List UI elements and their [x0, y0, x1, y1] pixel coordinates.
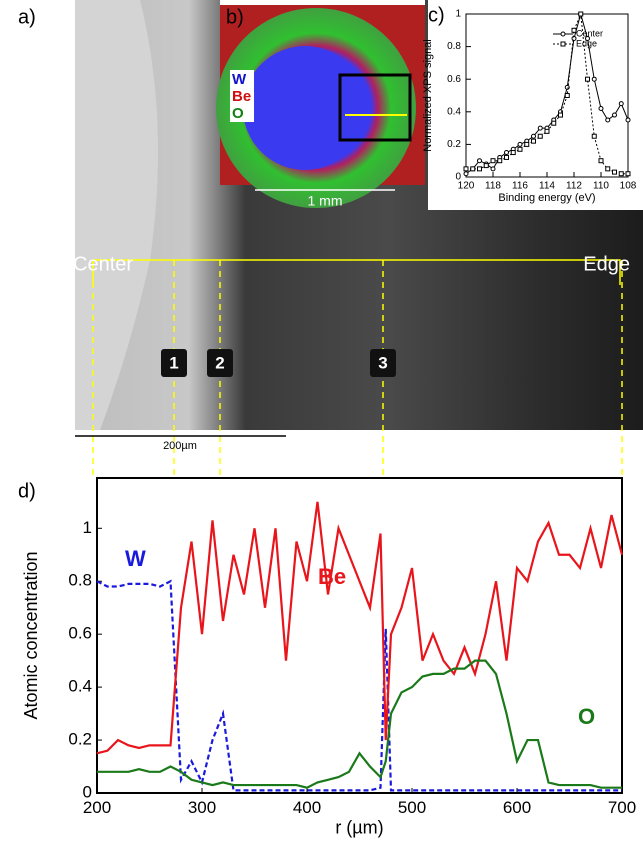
x-tick-label: 400 — [293, 798, 321, 817]
point — [619, 172, 623, 176]
point — [525, 142, 529, 146]
x-axis-label: r (µm) — [335, 817, 383, 837]
point — [559, 113, 563, 117]
point — [613, 113, 617, 117]
point — [545, 129, 549, 133]
point — [532, 134, 536, 138]
map-label: Be — [232, 88, 251, 105]
point — [532, 139, 536, 143]
center-label: Center — [73, 253, 133, 275]
panel-label: c) — [428, 4, 445, 26]
series-label: Be — [318, 564, 346, 589]
figure: 1 mm a) b) c) d) Center Edge 200µm WBeO1… — [0, 0, 643, 854]
plot-frame — [97, 478, 622, 793]
y-tick-label: 0.4 — [68, 677, 92, 696]
y-tick-label: 0.6 — [68, 624, 92, 643]
map-core — [243, 46, 367, 170]
edge-label: Edge — [583, 253, 630, 275]
x-tick-label: 500 — [398, 798, 426, 817]
point — [505, 155, 509, 159]
point — [606, 118, 610, 122]
point — [518, 142, 522, 146]
point — [586, 77, 590, 81]
point — [565, 94, 569, 98]
y-tick-label: 0.6 — [447, 74, 461, 85]
panel-label: b) — [226, 6, 244, 28]
point — [619, 102, 623, 106]
point — [491, 159, 495, 163]
series-label: O — [578, 704, 595, 729]
point — [478, 167, 482, 171]
point — [565, 85, 569, 89]
legend-marker — [561, 32, 565, 36]
y-tick-label: 1 — [83, 518, 92, 537]
x-tick-label: 300 — [188, 798, 216, 817]
x-tick-label: 118 — [485, 181, 501, 192]
y-tick-label: 1 — [455, 9, 461, 20]
legend-marker — [561, 42, 565, 46]
point — [484, 164, 488, 168]
y-tick-label: 0.2 — [447, 139, 461, 150]
map-gap — [220, 0, 425, 5]
y-tick-label: 0 — [455, 172, 461, 183]
plot-frame — [466, 14, 628, 177]
point — [552, 121, 556, 125]
y-tick-label: 0.8 — [447, 41, 461, 52]
x-tick-label: 116 — [512, 181, 528, 192]
y-tick-label: 0.8 — [68, 571, 92, 590]
y-tick-label: 0.2 — [68, 730, 92, 749]
point — [592, 134, 596, 138]
point — [505, 151, 509, 155]
panel-label: d) — [18, 480, 36, 502]
y-tick-label: 0 — [83, 782, 92, 801]
x-tick-label: 700 — [608, 798, 636, 817]
x-axis-label: Binding energy (eV) — [498, 192, 595, 204]
point — [579, 12, 583, 16]
point-label: 3 — [378, 353, 387, 372]
map-label: W — [232, 71, 247, 88]
point — [613, 170, 617, 174]
point — [491, 167, 495, 171]
point — [592, 77, 596, 81]
point-label: 1 — [169, 353, 178, 372]
x-tick-label: 108 — [620, 181, 637, 192]
point — [498, 159, 502, 163]
point — [471, 167, 475, 171]
point — [464, 172, 468, 176]
point — [626, 118, 630, 122]
point — [538, 134, 542, 138]
legend-label: Center — [576, 28, 603, 38]
point — [626, 172, 630, 176]
point — [478, 159, 482, 163]
x-tick-label: 112 — [566, 181, 582, 192]
point — [538, 126, 542, 130]
image-scale: 200µm — [163, 440, 197, 452]
map-label: O — [232, 105, 244, 122]
y-tick-label: 0.4 — [447, 106, 461, 117]
point — [599, 159, 603, 163]
point-label: 2 — [215, 353, 224, 372]
point — [606, 167, 610, 171]
point — [599, 107, 603, 111]
point — [464, 167, 468, 171]
x-tick-label: 114 — [539, 181, 555, 192]
series-label: W — [125, 546, 146, 571]
point — [511, 151, 515, 155]
x-tick-label: 110 — [593, 181, 609, 192]
map-scale: 1 mm — [308, 193, 343, 209]
legend-label: Edge — [576, 38, 597, 48]
point — [518, 147, 522, 151]
panel-label: a) — [18, 6, 36, 28]
y-axis-label: Atomic concentration — [21, 551, 41, 719]
y-axis-label: Normalized XPS signal — [422, 39, 434, 152]
x-tick-label: 600 — [503, 798, 531, 817]
